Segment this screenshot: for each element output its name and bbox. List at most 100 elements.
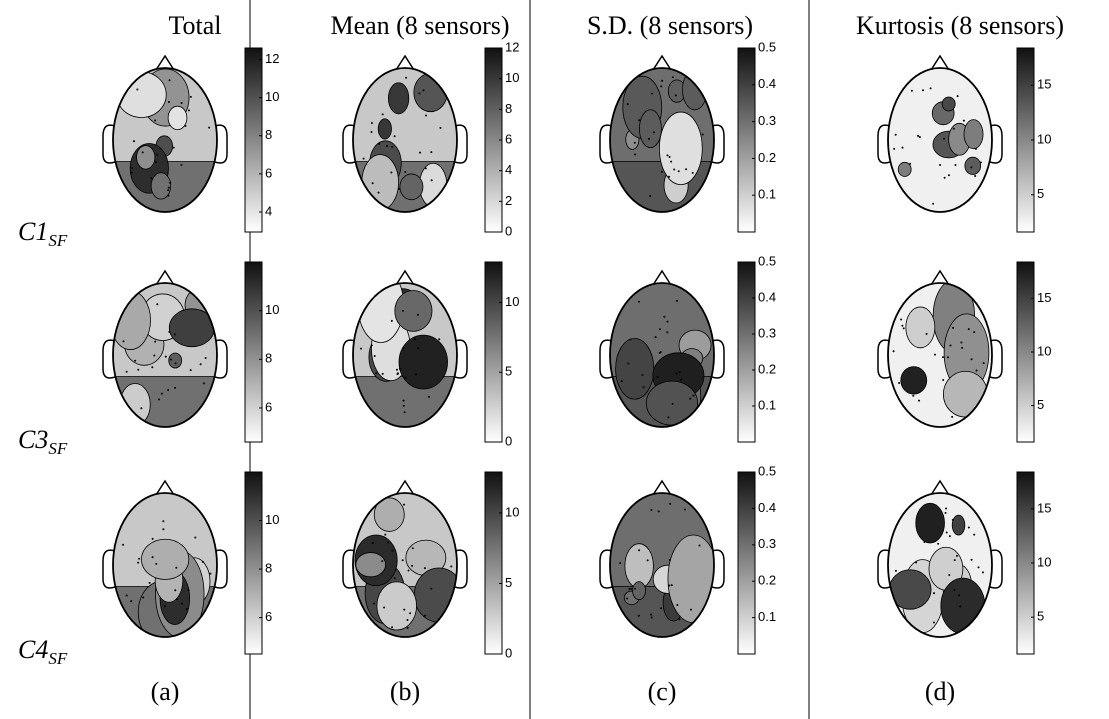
colorbar-tick-label: 0.2	[758, 573, 776, 588]
sensor	[667, 416, 670, 419]
sensor	[626, 597, 629, 600]
sensor	[658, 328, 661, 331]
map-fill	[113, 493, 217, 637]
sensor	[134, 359, 137, 362]
colorbar-tick-label: 12	[505, 39, 519, 54]
sensor	[650, 616, 653, 619]
sensor	[122, 543, 125, 546]
sensor	[947, 174, 950, 177]
column-title: Total	[168, 11, 221, 40]
sensor	[370, 344, 373, 347]
sensor	[910, 89, 913, 92]
sensor	[962, 119, 965, 122]
sensor	[669, 502, 672, 505]
nose	[652, 54, 672, 71]
sensor	[970, 558, 973, 561]
colorbar-tick-label: 0.4	[758, 500, 776, 515]
sensor	[141, 151, 144, 154]
sensor	[961, 346, 964, 349]
sensor	[204, 356, 207, 359]
sensor	[391, 549, 394, 552]
sensor	[923, 541, 926, 544]
map-fill	[353, 493, 457, 637]
sensor	[155, 161, 158, 164]
sensor	[403, 503, 406, 506]
sensor	[175, 598, 178, 601]
ear	[711, 124, 725, 164]
sensor	[692, 394, 695, 397]
sensor	[937, 542, 940, 545]
head-outline	[352, 67, 458, 213]
sensor	[430, 587, 433, 590]
sensor	[668, 559, 671, 562]
sensor	[415, 373, 418, 376]
sensor	[939, 163, 942, 166]
ear	[342, 339, 356, 379]
contour-blob	[413, 72, 448, 113]
contour-blob	[113, 290, 151, 350]
sensor	[402, 404, 405, 407]
colorbar-tick-label: 0.1	[758, 397, 776, 412]
sensor	[981, 571, 984, 574]
sensor	[187, 109, 190, 112]
colorbar-tick-label: 15	[1037, 77, 1051, 92]
contour-blob	[941, 96, 956, 112]
sensor	[162, 528, 165, 531]
sensor	[390, 171, 393, 174]
colorbar-tick-label: 0.4	[758, 76, 776, 91]
sensor	[174, 386, 177, 389]
sensor	[180, 163, 183, 166]
sensor	[668, 155, 671, 158]
sensor	[673, 168, 676, 171]
nose	[930, 54, 950, 71]
colorbar-tick-label: 5	[1037, 397, 1044, 412]
sensor	[199, 363, 202, 366]
sensor	[633, 141, 636, 144]
sensor	[398, 367, 401, 370]
colorbar-tick-label: 8	[505, 101, 512, 116]
sensor	[677, 170, 680, 173]
nose	[395, 54, 415, 71]
sensor	[967, 328, 970, 331]
sensor	[411, 547, 414, 550]
sensor	[180, 602, 183, 605]
sensor	[393, 135, 396, 138]
sensor	[657, 510, 660, 513]
ear	[877, 124, 891, 164]
sensor	[154, 119, 157, 122]
sensor	[918, 399, 921, 402]
sensor	[430, 179, 433, 182]
sensor	[949, 344, 952, 347]
row-label-sub: SF	[48, 439, 68, 458]
contour-blob	[632, 581, 646, 601]
head-map	[342, 54, 468, 213]
sensor	[945, 507, 948, 510]
sensor	[633, 587, 636, 590]
sensor	[411, 564, 414, 567]
sensor	[641, 374, 644, 377]
sensor	[684, 508, 687, 511]
sensor	[427, 395, 430, 398]
sensor	[894, 569, 897, 572]
row-label: C4SF	[18, 635, 68, 668]
sensor	[970, 358, 973, 361]
colorbar-tick-label: 5	[505, 575, 512, 590]
head-outline	[112, 282, 218, 428]
sensor	[151, 556, 154, 559]
ear	[711, 339, 725, 379]
colorbar-tick-label: 10	[1037, 554, 1051, 569]
map-fill	[113, 68, 217, 212]
sensor	[626, 103, 629, 106]
nose	[652, 479, 672, 496]
ear	[102, 339, 116, 379]
head-map	[599, 269, 725, 428]
sensor	[650, 92, 653, 95]
column-title: Kurtosis (8 sensors)	[856, 11, 1064, 40]
colorbar	[244, 471, 263, 655]
sensor	[956, 95, 959, 98]
sensor	[671, 402, 674, 405]
sensor	[685, 168, 688, 171]
sensor	[650, 508, 653, 511]
sensor	[371, 182, 374, 185]
